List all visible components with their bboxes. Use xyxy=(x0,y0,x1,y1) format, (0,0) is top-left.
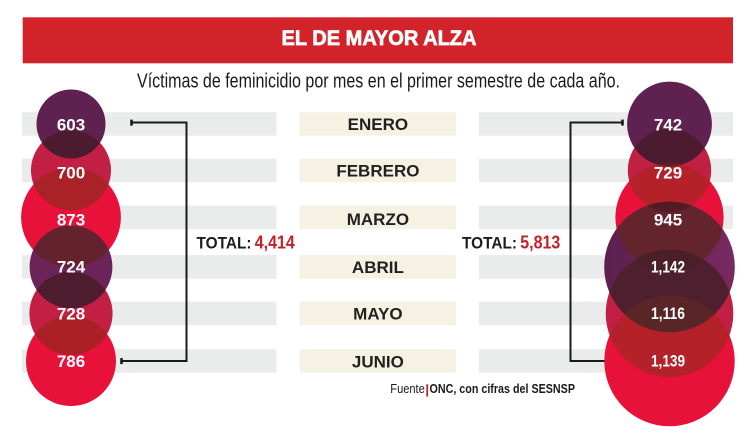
svg-text:603: 603 xyxy=(57,115,85,134)
svg-text:5,813: 5,813 xyxy=(520,233,560,253)
svg-text:JUNIO: JUNIO xyxy=(352,353,404,372)
svg-text:786: 786 xyxy=(57,352,85,371)
svg-text:728: 728 xyxy=(57,304,85,323)
svg-text:742: 742 xyxy=(654,116,682,135)
svg-text:729: 729 xyxy=(654,163,682,182)
svg-text:700: 700 xyxy=(57,163,85,182)
svg-text:Víctimas de feminicidio por me: Víctimas de feminicidio por mes en el pr… xyxy=(137,70,620,92)
svg-text:ABRIL: ABRIL xyxy=(352,258,404,277)
svg-text:ENERO: ENERO xyxy=(348,115,408,134)
svg-text:EL DE MAYOR ALZA: EL DE MAYOR ALZA xyxy=(282,26,477,50)
svg-text:4,414: 4,414 xyxy=(255,233,295,253)
svg-text:TOTAL:: TOTAL: xyxy=(462,235,517,253)
svg-text:724: 724 xyxy=(57,258,86,277)
svg-text:Fuente: Fuente xyxy=(390,381,425,396)
svg-text:FEBRERO: FEBRERO xyxy=(336,162,419,181)
svg-text:MAYO: MAYO xyxy=(353,305,402,324)
svg-text:945: 945 xyxy=(654,211,682,230)
svg-text:MARZO: MARZO xyxy=(347,210,409,229)
svg-text:1,139: 1,139 xyxy=(651,352,685,371)
svg-text:TOTAL:: TOTAL: xyxy=(197,235,252,253)
svg-text:1,116: 1,116 xyxy=(651,304,685,323)
svg-text:ONC, con cifras del SESNSP: ONC, con cifras del SESNSP xyxy=(430,381,576,396)
svg-text:873: 873 xyxy=(57,211,85,230)
svg-text:1,142: 1,142 xyxy=(651,258,685,277)
